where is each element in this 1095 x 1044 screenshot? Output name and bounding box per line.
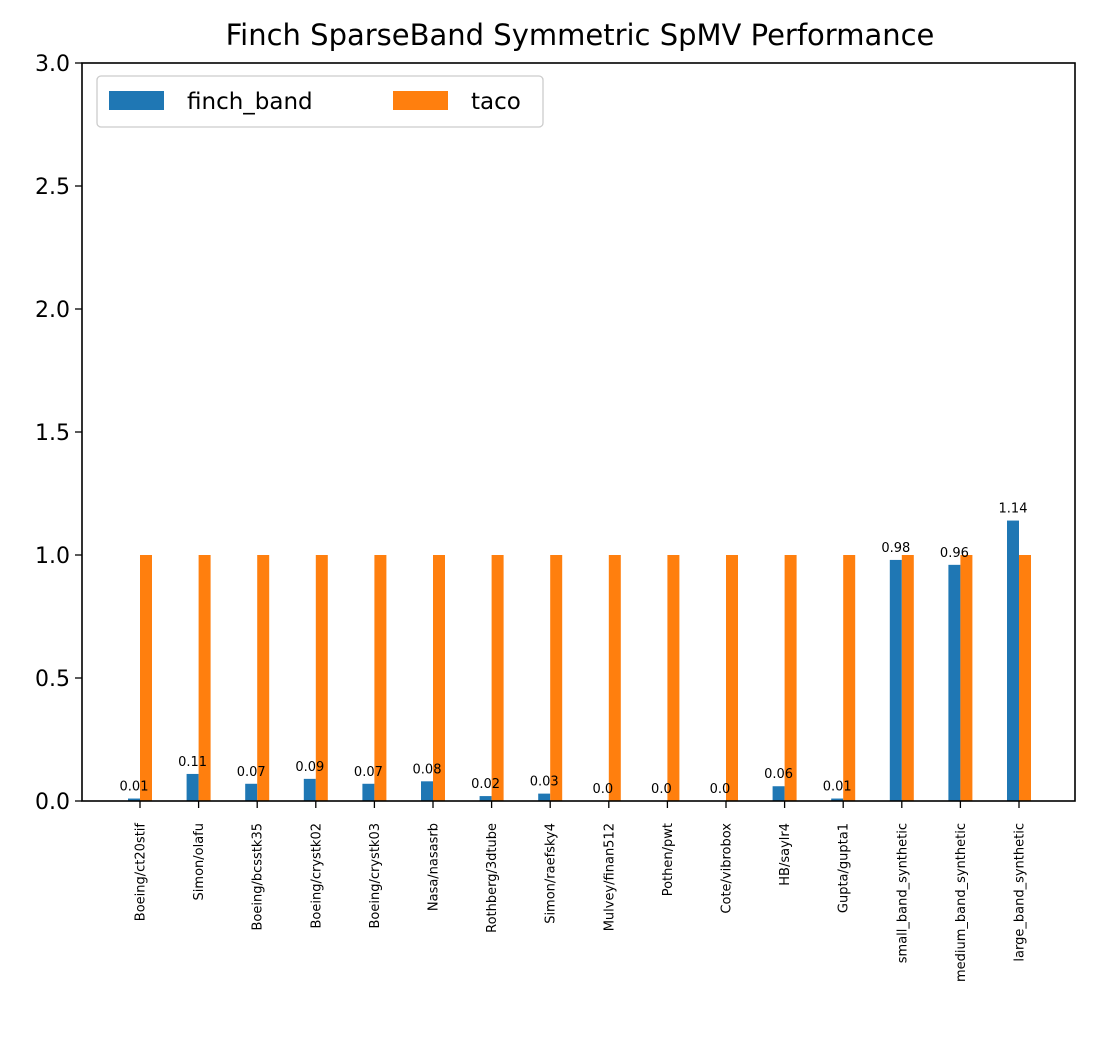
bar-taco-boeing-crystk03 xyxy=(374,555,387,801)
bar-taco-boeing-ct20stif xyxy=(140,555,152,801)
bar-taco-pothen-pwt xyxy=(667,555,680,801)
bar-taco-nasa-nasasrb xyxy=(433,555,445,801)
data-label-finch-band-boeing-crystk03: 0.07 xyxy=(354,765,383,780)
legend-swatch-finch-band xyxy=(109,91,164,110)
bar-taco-small-band-synthetic xyxy=(901,555,914,801)
x-tick-label-hb-saylr4: HB/saylr4 xyxy=(778,823,793,886)
y-axis: 0.0 0.5 1.0 1.5 2.0 2.5 3.0 xyxy=(35,52,82,815)
legend-swatch-taco xyxy=(393,91,448,110)
bar-taco-boeing-crystk02 xyxy=(315,555,328,801)
y-tick-label: 1.0 xyxy=(35,544,70,569)
y-tick-label: 0.5 xyxy=(35,667,70,692)
bar-taco-rothberg-3dtube xyxy=(491,555,504,801)
bar-finch-band-boeing-ct20stif xyxy=(128,798,140,801)
bar-taco-cote-vibrobox xyxy=(726,555,738,801)
bar-taco-hb-saylr4 xyxy=(784,555,797,801)
x-tick-label-boeing-crystk03: Boeing/crystk03 xyxy=(368,823,383,928)
x-tick-label-mulvey-finan512: Mulvey/finan512 xyxy=(602,823,617,931)
x-tick-label-pothen-pwt: Pothen/pwt xyxy=(661,823,676,896)
bar-taco-simon-olafu xyxy=(198,555,211,801)
x-tick-label-gupta-gupta1: Gupta/gupta1 xyxy=(837,823,852,913)
bars-layer xyxy=(128,520,1031,801)
bar-finch-band-boeing-crystk02 xyxy=(303,778,316,801)
x-tick-label-simon-olafu: Simon/olafu xyxy=(192,823,207,900)
data-label-finch-band-boeing-crystk02: 0.09 xyxy=(295,760,324,775)
data-label-finch-band-simon-raefsky4: 0.03 xyxy=(530,775,559,790)
x-tick-label-simon-raefsky4: Simon/raefsky4 xyxy=(544,823,559,924)
x-tick-label-boeing-ct20stif: Boeing/ct20stif xyxy=(134,823,149,922)
data-label-finch-band-gupta-gupta1: 0.01 xyxy=(823,780,852,795)
bar-finch-band-simon-raefsky4 xyxy=(538,793,551,801)
legend-label-finch-band: finch_band xyxy=(187,89,313,115)
data-label-finch-band-mulvey-finan512: 0.0 xyxy=(592,782,613,797)
legend-label-taco: taco xyxy=(471,89,521,115)
x-tick-label-medium-band-synthetic: medium_band_synthetic xyxy=(954,823,969,982)
y-tick-label: 1.5 xyxy=(35,421,70,446)
x-tick-label-boeing-bcsstk35: Boeing/bcsstk35 xyxy=(251,823,266,930)
legend: finch_band taco xyxy=(96,75,544,128)
bar-taco-simon-raefsky4 xyxy=(550,555,563,801)
data-label-finch-band-medium-band-synthetic: 0.96 xyxy=(940,546,969,561)
plot-frame xyxy=(81,62,1076,802)
data-labels-layer: 0.01 0.11 0.07 0.09 0.07 0.08 0.02 0.03 0.0 0.0 0.… xyxy=(120,502,1028,797)
data-label-finch-band-rothberg-3dtube: 0.02 xyxy=(471,777,500,792)
bar-finch-band-boeing-crystk03 xyxy=(362,783,375,801)
y-tick-label: 3.0 xyxy=(35,52,70,77)
bar-finch-band-medium-band-synthetic xyxy=(948,564,961,801)
x-tick-label-rothberg-3dtube: Rothberg/3dtube xyxy=(485,823,500,933)
x-tick-label-small-band-synthetic: small_band_synthetic xyxy=(895,823,910,963)
data-label-finch-band-nasa-nasasrb: 0.08 xyxy=(413,762,442,777)
y-tick-label: 0.0 xyxy=(35,790,70,815)
x-tick-label-nasa-nasasrb: Nasa/nasasrb xyxy=(427,823,442,911)
chart-title: Finch SparseBand Symmetric SpMV Performa… xyxy=(226,18,935,52)
data-label-finch-band-large-band-synthetic: 1.14 xyxy=(999,502,1028,517)
data-label-finch-band-pothen-pwt: 0.0 xyxy=(651,782,672,797)
data-label-finch-band-boeing-bcsstk35: 0.07 xyxy=(237,765,266,780)
bar-finch-band-small-band-synthetic xyxy=(889,559,902,801)
data-label-finch-band-boeing-ct20stif: 0.01 xyxy=(120,780,149,795)
y-tick-label: 2.5 xyxy=(35,175,70,200)
x-axis: Boeing/ct20stif Simon/olafu Boeing/bcsstk3… xyxy=(134,801,1028,982)
x-tick-label-cote-vibrobox: Cote/vibrobox xyxy=(720,823,735,914)
bar-finch-band-boeing-bcsstk35 xyxy=(245,783,258,801)
bar-taco-large-band-synthetic xyxy=(1019,555,1031,801)
data-label-finch-band-hb-saylr4: 0.06 xyxy=(764,767,793,782)
bar-finch-band-nasa-nasasrb xyxy=(421,781,433,801)
x-tick-label-large-band-synthetic: large_band_synthetic xyxy=(1013,823,1028,962)
x-tick-label-boeing-crystk02: Boeing/crystk02 xyxy=(309,823,324,928)
bar-taco-medium-band-synthetic xyxy=(960,555,973,801)
data-label-finch-band-cote-vibrobox: 0.0 xyxy=(710,782,731,797)
bar-finch-band-rothberg-3dtube xyxy=(479,796,492,801)
data-label-finch-band-small-band-synthetic: 0.98 xyxy=(881,541,910,556)
bar-finch-band-simon-olafu xyxy=(186,773,199,801)
bar-taco-mulvey-finan512 xyxy=(608,555,621,801)
bar-taco-boeing-bcsstk35 xyxy=(257,555,270,801)
data-label-finch-band-simon-olafu: 0.11 xyxy=(178,755,207,770)
bar-finch-band-gupta-gupta1 xyxy=(831,798,844,801)
bar-finch-band-hb-saylr4 xyxy=(772,786,785,801)
y-tick-label: 2.0 xyxy=(35,298,70,323)
bar-taco-gupta-gupta1 xyxy=(843,555,856,801)
legend-box xyxy=(96,75,544,128)
bar-finch-band-large-band-synthetic xyxy=(1007,520,1019,801)
